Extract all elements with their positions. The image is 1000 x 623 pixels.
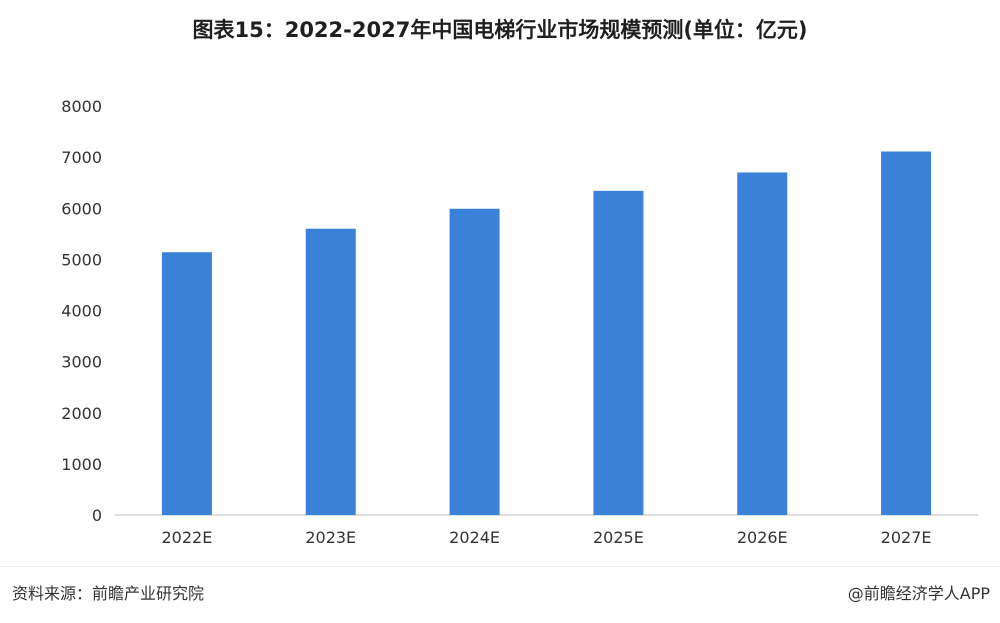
- x-tick-label: 2027E: [881, 528, 932, 547]
- brand-label: @前瞻经济学人APP: [847, 584, 990, 603]
- y-tick-labels: 0 1000 2000 3000 4000 5000 6000 7000 8000: [61, 97, 102, 525]
- bar-2023E: [305, 228, 356, 515]
- bar-2022E: [161, 252, 212, 515]
- y-tick-label: 6000: [61, 199, 102, 218]
- bar-2027E: [881, 151, 932, 515]
- y-tick-label: 2000: [61, 404, 102, 423]
- y-tick-label: 8000: [61, 97, 102, 116]
- x-tick-labels: 2022E 2023E 2024E 2025E 2026E 2027E: [162, 528, 932, 547]
- bar-2025E: [593, 190, 644, 515]
- y-tick-label: 0: [92, 506, 102, 525]
- y-tick-label: 1000: [61, 455, 102, 474]
- footer-divider: [0, 566, 1000, 567]
- bars: [161, 151, 932, 516]
- x-tick-label: 2024E: [449, 528, 500, 547]
- source-note: 资料来源：前瞻产业研究院: [12, 584, 205, 603]
- x-tick-label: 2025E: [593, 528, 644, 547]
- x-tick-label: 2023E: [305, 528, 356, 547]
- chart-title: 图表15：2022-2027年中国电梯行业市场规模预测(单位：亿元): [192, 18, 808, 42]
- y-tick-label: 7000: [61, 148, 102, 167]
- bar-2024E: [449, 208, 500, 516]
- y-tick-label: 4000: [61, 302, 102, 321]
- x-tick-label: 2026E: [737, 528, 788, 547]
- y-tick-label: 5000: [61, 250, 102, 269]
- bar-2026E: [737, 172, 788, 515]
- y-tick-label: 3000: [61, 353, 102, 372]
- x-tick-label: 2022E: [162, 528, 213, 547]
